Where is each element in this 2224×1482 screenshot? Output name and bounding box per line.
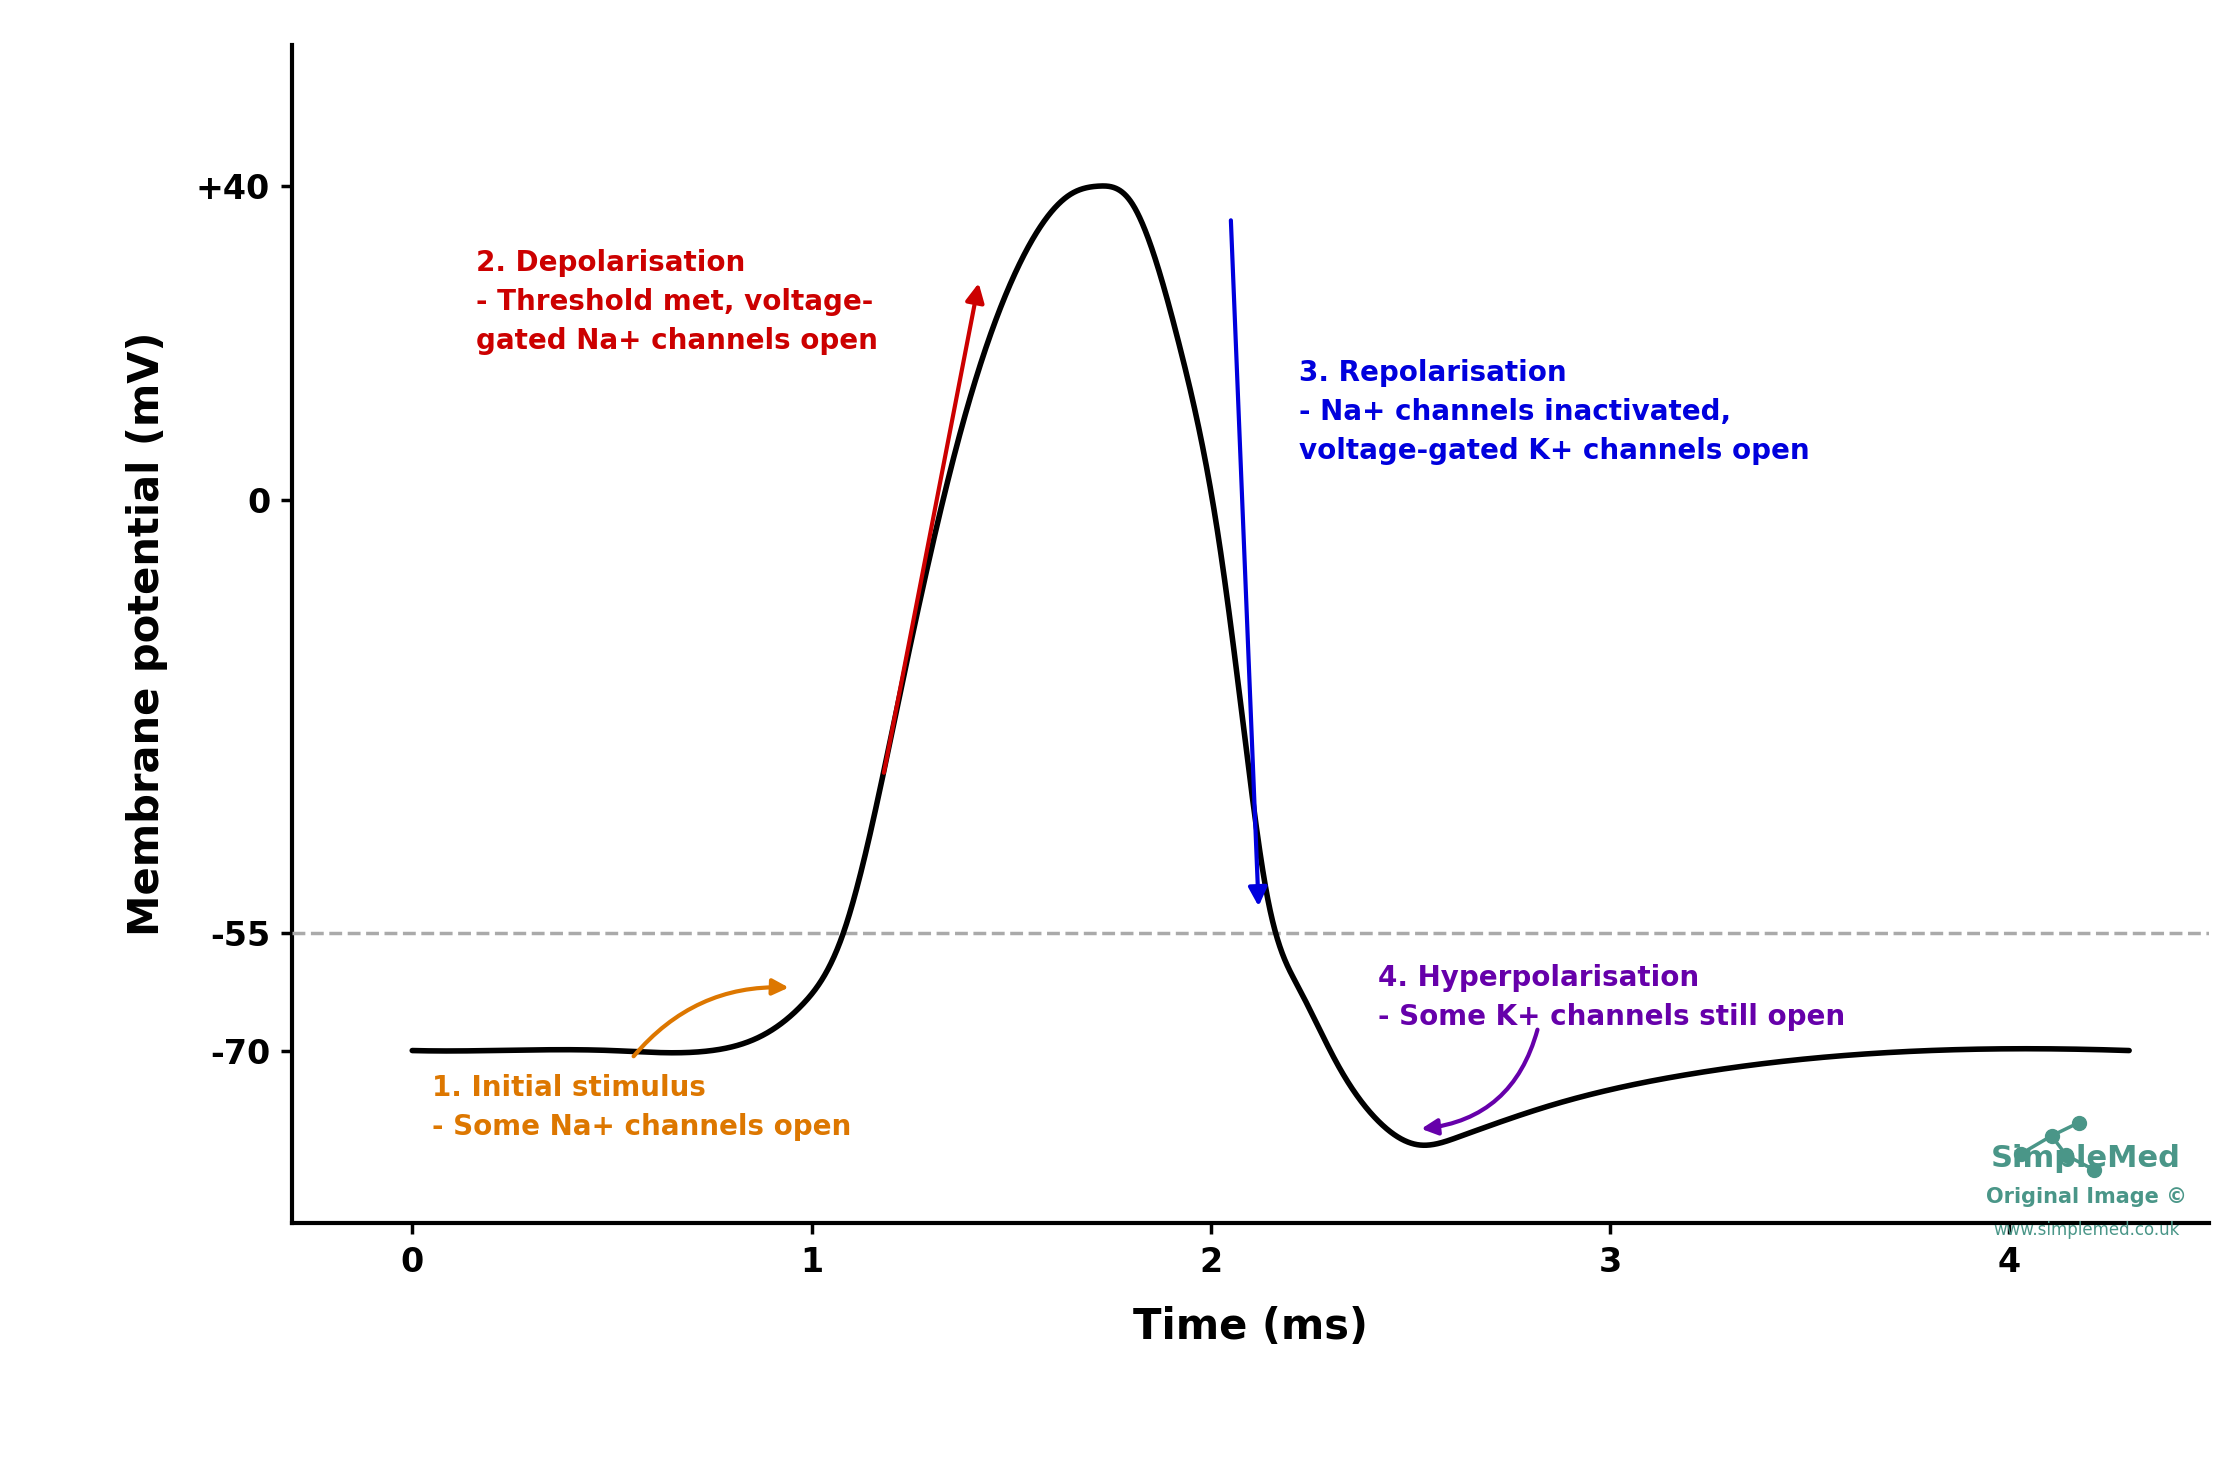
Y-axis label: Membrane potential (mV): Membrane potential (mV) bbox=[127, 332, 169, 937]
Point bbox=[2062, 1112, 2097, 1135]
Text: www.simplemed.co.uk: www.simplemed.co.uk bbox=[1993, 1221, 2180, 1239]
X-axis label: Time (ms): Time (ms) bbox=[1134, 1307, 1368, 1349]
Text: 1. Initial stimulus
- Some Na+ channels open: 1. Initial stimulus - Some Na+ channels … bbox=[431, 1074, 852, 1141]
Point bbox=[2035, 1123, 2071, 1147]
Text: 4. Hyperpolarisation
- Some K+ channels still open: 4. Hyperpolarisation - Some K+ channels … bbox=[1379, 965, 1846, 1031]
Text: SimpleMed: SimpleMed bbox=[1990, 1144, 2182, 1174]
Point bbox=[2077, 1159, 2113, 1183]
Text: Original Image ©: Original Image © bbox=[1986, 1187, 2186, 1208]
Text: 3. Repolarisation
- Na+ channels inactivated,
voltage-gated K+ channels open: 3. Repolarisation - Na+ channels inactiv… bbox=[1299, 359, 1810, 465]
Point bbox=[2048, 1144, 2084, 1168]
Text: 2. Depolarisation
- Threshold met, voltage-
gated Na+ channels open: 2. Depolarisation - Threshold met, volta… bbox=[476, 249, 878, 356]
Point bbox=[2004, 1141, 2039, 1165]
